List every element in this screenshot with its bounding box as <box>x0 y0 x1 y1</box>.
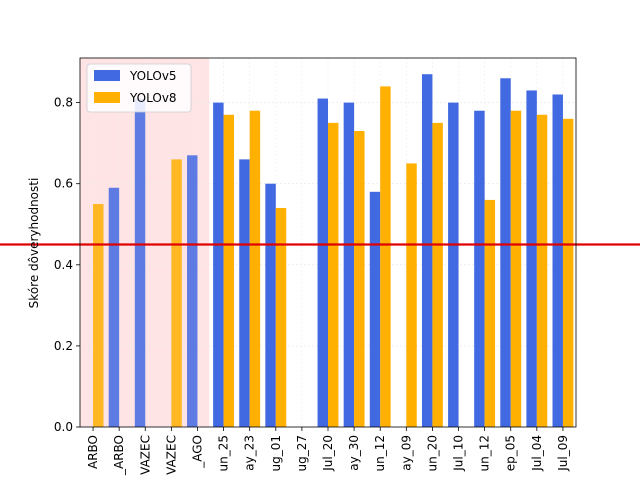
bar-yolov8 <box>484 199 496 427</box>
bar-yolov8 <box>275 208 287 427</box>
bar-yolov5 <box>474 110 485 427</box>
x-tick-label: VAZEC <box>138 435 152 475</box>
x-tick-label: ug_27 <box>295 435 309 472</box>
bar-yolov5 <box>317 98 328 428</box>
bar-yolov5 <box>239 159 250 427</box>
legend-label: YOLOv8 <box>129 91 177 105</box>
bar-yolov5 <box>265 183 276 427</box>
bar-yolov8 <box>171 159 182 427</box>
y-axis-label: Skóre dôveryhodnosti <box>27 178 41 309</box>
x-tick-label: un_12 <box>478 435 492 471</box>
bar-yolov5 <box>134 98 146 428</box>
bar-yolov5 <box>552 94 563 427</box>
legend-label: YOLOv5 <box>129 69 177 83</box>
bar-yolov5 <box>421 74 433 427</box>
x-tick-label: Jul_09 <box>556 435 570 472</box>
bar-yolov8 <box>328 122 339 427</box>
x-tick-label: ep_05 <box>504 435 518 471</box>
x-tick-label: un_25 <box>217 435 231 471</box>
bar-yolov8 <box>432 122 443 427</box>
y-tick-label: 0.4 <box>54 258 73 272</box>
bar-yolov8 <box>510 110 522 427</box>
bar-yolov5 <box>187 155 198 428</box>
y-tick-label: 0.2 <box>54 339 73 353</box>
legend-swatch <box>94 70 120 81</box>
x-tick-label: _ARBO <box>112 435 126 476</box>
legend: YOLOv5 YOLOv8 <box>86 63 192 113</box>
bar-yolov8 <box>562 118 574 428</box>
x-tick-label: ay_09 <box>399 435 413 471</box>
x-tick-label: un_20 <box>425 435 439 471</box>
x-tick-label: Jul_20 <box>321 435 335 472</box>
bar-yolov5 <box>369 191 381 427</box>
x-tick-label: ay_30 <box>347 435 361 471</box>
bar-yolov5 <box>108 187 120 427</box>
y-tick-label: 0.6 <box>54 177 73 191</box>
bar-yolov8 <box>93 203 104 427</box>
bar-yolov8 <box>223 114 235 428</box>
bar-yolov8 <box>249 110 261 427</box>
bar-yolov8 <box>536 114 548 428</box>
bar-yolov5 <box>526 90 537 427</box>
bar-yolov5 <box>213 102 224 427</box>
bar-yolov8 <box>380 86 391 427</box>
x-tick-label: ay_23 <box>243 435 257 471</box>
y-tick-label: 0.0 <box>54 420 73 434</box>
legend-swatch <box>94 92 120 103</box>
bar-yolov5 <box>448 102 459 427</box>
bar-yolov8 <box>406 163 417 427</box>
x-tick-label: un_12 <box>373 435 387 471</box>
y-tick-label: 0.8 <box>54 96 73 110</box>
bar-yolov8 <box>354 130 365 427</box>
x-tick-label: ug_01 <box>269 435 283 472</box>
x-tick-label: Jul_04 <box>530 435 544 472</box>
x-tick-label: VAZEC <box>164 435 178 475</box>
x-tick-label: _AGO <box>190 435 204 469</box>
bar-yolov5 <box>500 78 511 428</box>
bar-yolov5 <box>343 102 355 427</box>
x-tick-label: Jul_10 <box>452 435 466 472</box>
x-tick-label: ARBO <box>86 435 100 469</box>
